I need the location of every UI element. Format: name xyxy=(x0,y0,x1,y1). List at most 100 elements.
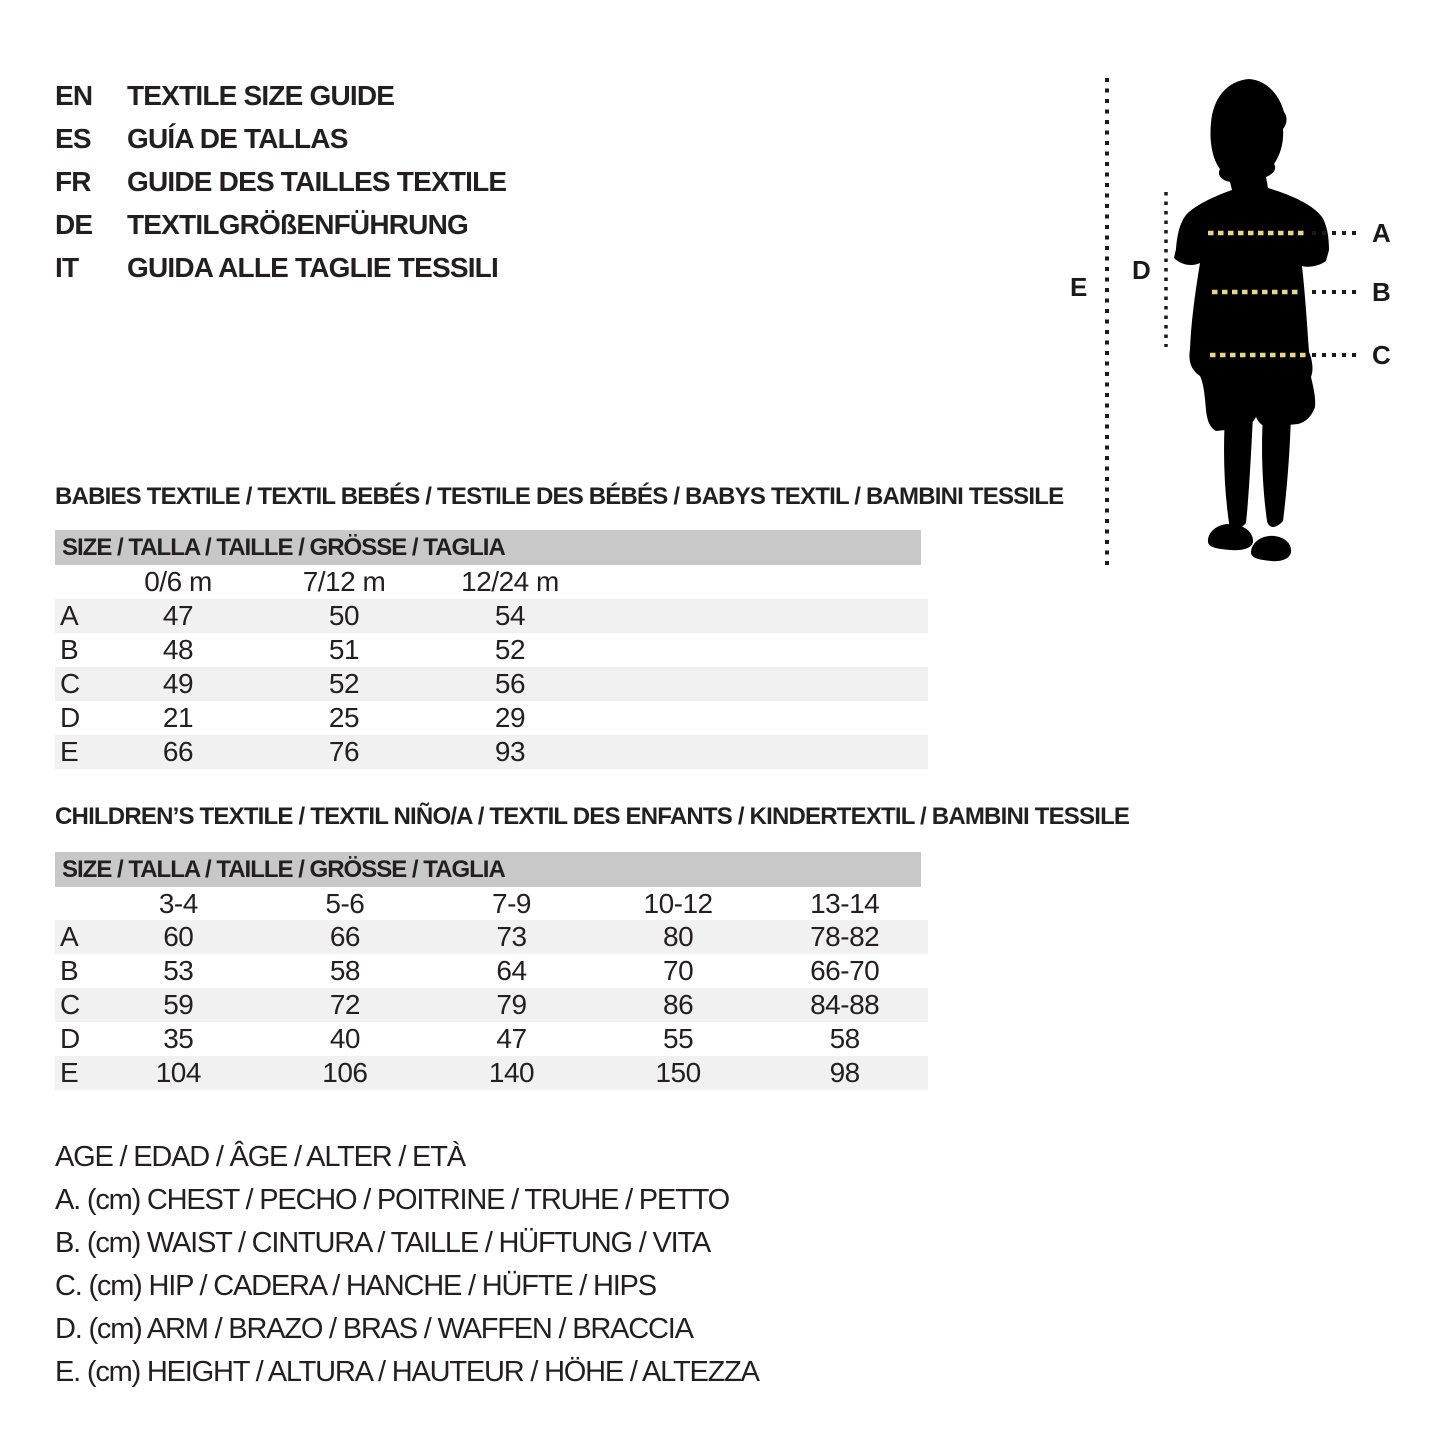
babies-corner-cell xyxy=(55,565,95,599)
row-label: E xyxy=(60,736,79,767)
table-cell: 29 xyxy=(494,702,526,733)
children-col-header: 3-4 xyxy=(158,888,198,919)
lang-title-de: TEXTILGRÖßENFÜHRUNG xyxy=(127,208,469,240)
table-cell: 72 xyxy=(329,989,361,1020)
lang-row-fr: FR GUIDE DES TAILLES TEXTILE xyxy=(55,160,507,203)
children-col-header: 7-9 xyxy=(492,888,531,919)
table-cell: 25 xyxy=(328,702,360,733)
babies-row-a: A 47 50 54 xyxy=(55,599,928,633)
figure-label-b: B xyxy=(1372,277,1391,307)
table-cell: 73 xyxy=(496,921,527,952)
lang-code-en: EN xyxy=(55,79,93,111)
lang-title-en: TEXTILE SIZE GUIDE xyxy=(127,79,395,111)
measurement-legend: AGE / EDAD / ÂGE / ALTER / ETÀ A. (cm) C… xyxy=(55,1136,760,1394)
table-cell: 47 xyxy=(162,600,194,631)
language-title-block: EN TEXTILE SIZE GUIDE ES GUÍA DE TALLAS … xyxy=(55,74,507,289)
row-label: D xyxy=(60,1023,80,1054)
table-cell: 53 xyxy=(163,955,194,986)
babies-col-header: 7/12 m xyxy=(302,566,386,597)
table-cell: 59 xyxy=(163,989,194,1020)
babies-row-b: B 48 51 52 xyxy=(55,633,928,667)
lang-code-it: IT xyxy=(55,251,79,283)
child-silhouette-icon xyxy=(1174,79,1329,562)
babies-section-title: BABIES TEXTILE / TEXTIL BEBÉS / TESTILE … xyxy=(55,483,1064,510)
table-cell: 104 xyxy=(155,1057,202,1088)
table-cell: 51 xyxy=(328,634,360,665)
children-row-a: A 60 66 73 80 78-82 xyxy=(55,920,928,954)
lang-row-it: IT GUIDA ALLE TAGLIE TESSILI xyxy=(55,246,506,289)
table-cell: 52 xyxy=(328,668,360,699)
table-cell: 55 xyxy=(663,1023,694,1054)
children-row-d: D 35 40 47 55 58 xyxy=(55,1022,928,1056)
figure-label-e: E xyxy=(1070,272,1087,302)
table-cell: 58 xyxy=(829,1023,861,1054)
table-cell: 93 xyxy=(494,736,526,767)
row-label: A xyxy=(60,600,79,631)
table-cell: 106 xyxy=(322,1057,368,1088)
figure-label-a: A xyxy=(1372,218,1391,248)
babies-size-header-label: SIZE / TALLA / TAILLE / GRÖSSE / TAGLIA xyxy=(62,534,506,561)
babies-col-header: 0/6 m xyxy=(144,566,212,597)
row-label: B xyxy=(60,955,79,986)
table-cell: 79 xyxy=(496,989,527,1020)
lang-title-es: GUÍA DE TALLAS xyxy=(127,122,348,154)
figure-label-d: D xyxy=(1132,255,1151,285)
children-row-e: E 104 106 140 150 98 xyxy=(55,1056,928,1090)
legend-chest: A. (cm) CHEST / PECHO / POITRINE / TRUHE… xyxy=(55,1184,730,1216)
lang-row-en: EN TEXTILE SIZE GUIDE xyxy=(55,74,506,117)
table-cell: 56 xyxy=(494,668,526,699)
table-cell: 54 xyxy=(494,600,526,631)
lang-title-it: GUIDA ALLE TAGLIE TESSILI xyxy=(127,251,499,283)
table-cell: 48 xyxy=(162,634,194,665)
row-label: C xyxy=(60,668,80,699)
table-cell: 70 xyxy=(663,955,694,986)
table-cell: 66 xyxy=(329,921,361,952)
babies-size-header-bar: SIZE / TALLA / TAILLE / GRÖSSE / TAGLIA xyxy=(55,530,921,565)
row-label: E xyxy=(60,1057,79,1088)
children-section-title: CHILDREN’S TEXTILE / TEXTIL NIÑO/A / TEX… xyxy=(55,803,1130,830)
legend-age: AGE / EDAD / ÂGE / ALTER / ETÀ xyxy=(55,1141,466,1173)
babies-col-header: 12/24 m xyxy=(461,566,559,597)
legend-waist: B. (cm) WAIST / CINTURA / TAILLE / HÜFTU… xyxy=(55,1227,711,1259)
table-cell: 140 xyxy=(488,1057,535,1088)
lang-row-de: DE TEXTILGRÖßENFÜHRUNG xyxy=(55,203,506,246)
table-cell: 66 xyxy=(162,736,194,767)
table-cell: 86 xyxy=(663,989,694,1020)
children-size-header-bar: SIZE / TALLA / TAILLE / GRÖSSE / TAGLIA xyxy=(55,852,921,887)
babies-column-header-row: 0/6 m 7/12 m 12/24 m xyxy=(55,565,928,599)
babies-row-e: E 66 76 93 xyxy=(55,735,928,769)
table-cell: 40 xyxy=(329,1023,361,1054)
children-size-header-label: SIZE / TALLA / TAILLE / GRÖSSE / TAGLIA xyxy=(62,856,506,883)
lang-code-de: DE xyxy=(55,208,93,240)
lang-row-es: ES GUÍA DE TALLAS xyxy=(55,117,506,160)
table-cell: 58 xyxy=(329,955,361,986)
table-cell: 35 xyxy=(163,1023,194,1054)
row-label: B xyxy=(60,634,79,665)
lang-code-fr: FR xyxy=(55,165,92,197)
table-cell: 64 xyxy=(496,955,527,986)
children-col-header: 5-6 xyxy=(325,888,365,919)
row-label: C xyxy=(60,989,80,1020)
children-corner-cell xyxy=(55,887,95,921)
table-cell: 66-70 xyxy=(810,955,880,986)
table-cell: 98 xyxy=(829,1057,861,1088)
table-cell: 47 xyxy=(496,1023,527,1054)
lang-title-fr: GUIDE DES TAILLES TEXTILE xyxy=(127,165,507,197)
table-cell: 80 xyxy=(663,921,694,952)
legend-arm: D. (cm) ARM / BRAZO / BRAS / WAFFEN / BR… xyxy=(55,1313,694,1345)
babies-row-d: D 21 25 29 xyxy=(55,701,928,735)
legend-height: E. (cm) HEIGHT / ALTURA / HAUTEUR / HÖHE… xyxy=(55,1356,760,1388)
table-cell: 60 xyxy=(163,921,194,952)
row-label: D xyxy=(60,702,80,733)
table-cell: 52 xyxy=(494,634,526,665)
table-cell: 76 xyxy=(328,736,360,767)
children-row-c: C 59 72 79 86 84-88 xyxy=(55,988,928,1022)
legend-hip: C. (cm) HIP / CADERA / HANCHE / HÜFTE / … xyxy=(55,1270,657,1302)
children-row-b: B 53 58 64 70 66-70 xyxy=(55,954,928,988)
children-column-header-row: 3-4 5-6 7-9 10-12 13-14 xyxy=(55,887,928,920)
children-col-header: 13-14 xyxy=(810,888,880,919)
child-silhouette-diagram: A B C D E xyxy=(1070,78,1391,565)
table-cell: 21 xyxy=(162,702,194,733)
table-cell: 49 xyxy=(162,668,194,699)
